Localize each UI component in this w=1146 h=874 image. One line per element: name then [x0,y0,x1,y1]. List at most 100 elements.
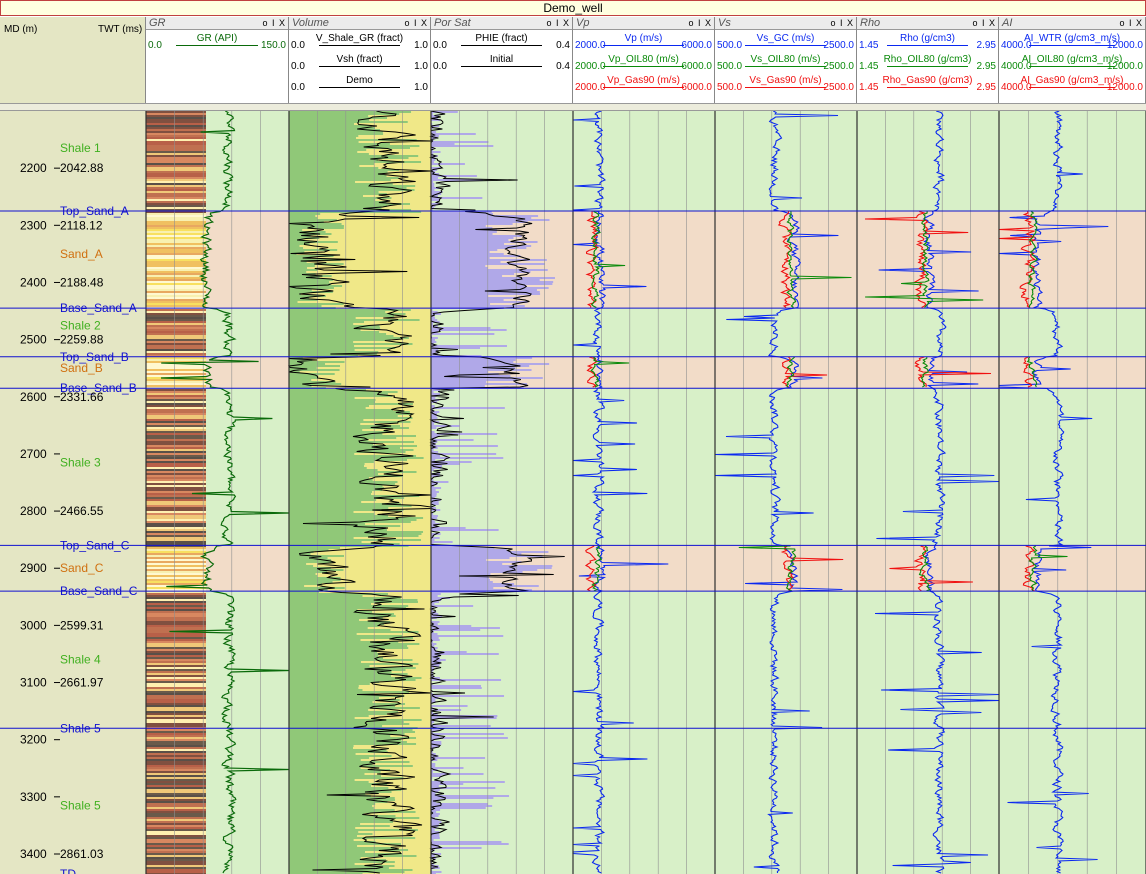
curve-legend-row[interactable]: AI_Gas90 (g/cm3_m/s) 4000.0 12000.0 [999,75,1145,95]
porosity-fill [431,679,502,681]
porosity-fill [431,503,439,505]
log-plot[interactable]: Top_Sand_ABase_Sand_ATop_Sand_BBase_Sand… [0,111,1146,874]
track-window-controls[interactable]: o I X [688,18,712,28]
porosity-fill [431,325,438,327]
window-title-bar[interactable]: Demo_well [0,0,1146,16]
porosity-fill [431,737,508,739]
marker-label: Base_Sand_B [60,381,137,395]
porosity-fill [431,711,434,713]
track-title-porsat[interactable]: Por Sat o I X [431,17,572,30]
track-window-controls[interactable]: o I X [1119,18,1143,28]
log-tracks-body[interactable]: Top_Sand_A Base_Sand_A Top_Sand_B Base_Sand… [0,111,1146,874]
track-title-vp[interactable]: Vp o I X [573,17,714,30]
sand-volume-fill [323,221,431,223]
track-header-ai[interactable]: AI o I X AI_WTR (g/cm3_m/s) 4000.0 12000.0 AI… [999,17,1146,103]
twt-tick-label: 2861.03 [60,847,104,861]
shale-volume-fill [289,225,344,227]
track-header-gr[interactable]: GR o I X GR (API) 0.0 150.0 [146,17,289,103]
lithology-strip [146,767,206,769]
shale-volume-fill [289,757,370,759]
curve-legend-row[interactable]: AI_OIL80 (g/cm3_m/s) 4000.0 12000.0 [999,54,1145,74]
track-window-controls[interactable]: o I X [546,18,570,28]
curve-legend-row[interactable]: Vp (m/s) 2000.0 6000.0 [573,33,714,53]
track-window-controls[interactable]: o I X [830,18,854,28]
sand-volume-fill [379,681,431,683]
porosity-fill [431,841,502,843]
shale-volume-fill [289,393,388,395]
md-tick-label: 2200 [20,161,47,175]
lithology-strip [146,823,206,825]
curve-legend-row[interactable]: Initial 0.0 0.4 [431,54,572,74]
lithology-strip [146,345,206,347]
shale-volume-fill [289,187,407,189]
track-title-volume[interactable]: Volume o I X [289,17,430,30]
vs-gas-curve [777,211,844,592]
porosity-fill [431,323,434,325]
header-splitter[interactable] [0,103,1146,111]
track-title-ai[interactable]: AI o I X [999,17,1145,30]
porosity-fill [431,119,441,121]
curve-legend-row[interactable]: Vs_Gas90 (m/s) 500.0 2500.0 [715,75,856,95]
track-window-controls[interactable]: o I X [404,18,428,28]
porosity-fill [431,375,511,377]
curve-legend-row[interactable]: Demo 0.0 1.0 [289,75,430,95]
curve-legend-row[interactable]: GR (API) 0.0 150.0 [146,33,288,53]
track-header-volume[interactable]: Volume o I X V_Shale_GR (fract) 0.0 1.0 Vsh (… [289,17,431,103]
shale-volume-fill [289,801,388,803]
curve-scale-max: 6000.0 [681,40,712,51]
curve-legend-row[interactable]: PHIE (fract) 0.0 0.4 [431,33,572,53]
shale-volume-fill [289,703,406,705]
lithology-strip [146,577,206,579]
porosity-fill [431,627,500,629]
track-header-vp[interactable]: Vp o I X Vp (m/s) 2000.0 6000.0 Vp_OIL80 (m/s… [573,17,715,103]
lithology-strip [146,459,206,461]
lithology-strip [146,233,206,235]
track-title-rho[interactable]: Rho o I X [857,17,998,30]
porosity-fill [431,473,441,475]
lithology-strip [146,667,206,669]
lithology-strip [146,601,206,603]
porosity-fill [431,329,507,331]
lithology-strip [146,619,206,621]
shale-volume-fill [289,305,322,307]
track-title-vs[interactable]: Vs o I X [715,17,856,30]
track-header-porsat[interactable]: Por Sat o I X PHIE (fract) 0.0 0.4 Initial 0.0… [431,17,573,103]
depth-track-header[interactable]: MD (m) TWT (ms) [0,17,146,103]
lithology-strip [146,811,206,813]
curve-legend-row[interactable]: Rho_Gas90 (g/cm3) 1.45 2.95 [857,75,998,95]
track-window-controls[interactable]: o I X [262,18,286,28]
lithology-strip [146,173,206,175]
shale-volume-fill [289,423,361,425]
sand-volume-fill [301,293,431,295]
curve-legend-row[interactable]: V_Shale_GR (fract) 0.0 1.0 [289,33,430,53]
track-header-vs[interactable]: Vs o I X Vs_GC (m/s) 500.0 2500.0 Vs_OIL80 (m… [715,17,857,103]
porosity-fill [431,573,491,575]
curve-legend-row[interactable]: Vp_Gas90 (m/s) 2000.0 6000.0 [573,75,714,95]
porosity-fill [431,233,493,235]
lithology-strip [146,133,206,135]
track-title-gr[interactable]: GR o I X [146,17,288,30]
shale-volume-fill [289,347,396,349]
lithology-strip [146,447,206,449]
track-header-rho[interactable]: Rho o I X Rho (g/cm3) 1.45 2.95 Rho_OIL80 (g/… [857,17,999,103]
shale-volume-fill [289,219,337,221]
sand-volume-fill [397,481,431,483]
porosity-fill [431,723,433,725]
shale-volume-fill [289,275,332,277]
porosity-fill [431,333,495,335]
lithology-strip [146,453,206,455]
curve-legend-row[interactable]: Rho_OIL80 (g/cm3) 1.45 2.95 [857,54,998,74]
curve-legend-row[interactable]: Vsh (fract) 0.0 1.0 [289,54,430,74]
lithology-strip [146,397,206,399]
track-window-controls[interactable]: o I X [972,18,996,28]
curve-legend-row[interactable]: Rho (g/cm3) 1.45 2.95 [857,33,998,53]
curve-legend-row[interactable]: AI_WTR (g/cm3_m/s) 4000.0 12000.0 [999,33,1145,53]
curve-scale-max: 6000.0 [681,82,712,93]
shale-volume-fill [289,213,321,215]
curve-legend-row[interactable]: Vs_OIL80 (m/s) 500.0 2500.0 [715,54,856,74]
curve-legend-row[interactable]: Vs_GC (m/s) 500.0 2500.0 [715,33,856,53]
curve-legend-row[interactable]: Vp_OIL80 (m/s) 2000.0 6000.0 [573,54,714,74]
md-tick-label: 3400 [20,847,47,861]
sand-volume-fill [304,585,431,587]
sand-volume-fill [344,587,431,589]
